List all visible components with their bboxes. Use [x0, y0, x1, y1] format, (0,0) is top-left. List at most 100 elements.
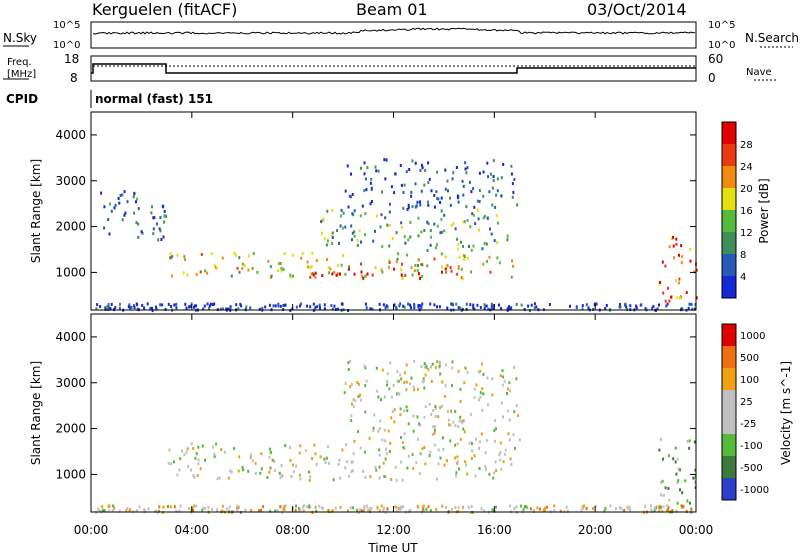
velocity-cell — [323, 457, 326, 461]
power-cell — [387, 265, 390, 269]
power-cell — [441, 230, 443, 234]
velocity-cell — [432, 425, 435, 429]
power-cell — [418, 274, 421, 278]
velocity-cell — [407, 454, 410, 458]
power-cell — [370, 177, 373, 181]
time-axis: 00:00 04:00 08:00 12:00 16:00 20:00 00:00 — [74, 112, 713, 537]
power-cell — [443, 229, 446, 233]
velocity-cell — [197, 445, 200, 449]
power-cell — [258, 307, 261, 311]
power-cell — [141, 231, 144, 235]
velocity-cell — [431, 362, 434, 366]
power-cell — [454, 227, 457, 231]
power-cell — [171, 254, 174, 258]
power-cell — [483, 307, 486, 311]
velocity-cell — [204, 506, 207, 510]
velocity-cell — [350, 469, 353, 473]
power-cell — [353, 209, 356, 213]
power-cell — [457, 267, 460, 270]
power-cell — [247, 268, 250, 272]
power-cell — [350, 172, 352, 176]
power-cell — [151, 309, 154, 313]
power-cell — [364, 177, 367, 181]
velocity-cell — [313, 443, 316, 447]
power-cell — [159, 216, 162, 220]
velocity-cell — [155, 509, 158, 513]
power-cell — [362, 276, 365, 280]
power-cell — [135, 221, 138, 225]
power-colorbar-tick: 24 — [740, 162, 753, 173]
velocity-cell — [194, 456, 197, 460]
power-ylabel: Slant Range [km] — [29, 159, 43, 263]
velocity-cell — [241, 465, 244, 469]
power-background — [91, 112, 696, 310]
power-cell — [282, 267, 285, 271]
velocity-cell — [126, 507, 129, 511]
power-cell — [668, 299, 671, 303]
power-cell — [402, 206, 405, 210]
power-cell — [344, 225, 347, 229]
velocity-cell — [283, 507, 286, 511]
power-cell — [414, 182, 417, 186]
power-cell — [108, 232, 111, 236]
velocity-cell — [374, 465, 377, 469]
power-cell — [664, 299, 667, 303]
velocity-cell — [434, 425, 437, 429]
velocity-cell — [113, 506, 116, 510]
power-cell — [123, 190, 126, 194]
velocity-cell — [543, 506, 546, 510]
velocity-cell — [309, 475, 312, 479]
power-cell — [430, 235, 433, 239]
power-cell — [487, 175, 490, 179]
power-cell — [500, 306, 503, 310]
power-cell — [403, 305, 406, 309]
power-cell — [433, 194, 436, 197]
velocity-cell — [362, 509, 365, 513]
power-cell — [587, 306, 590, 310]
power-cell — [417, 234, 420, 238]
velocity-cell — [420, 364, 423, 368]
power-cell — [413, 304, 416, 307]
velocity-cell — [278, 471, 281, 475]
power-cell — [465, 302, 468, 306]
power-cell — [457, 200, 460, 204]
power-cell — [466, 256, 469, 260]
velocity-cell — [464, 460, 467, 464]
velocity-cell — [344, 466, 347, 470]
velocity-cell — [416, 387, 419, 391]
power-cell — [314, 305, 317, 309]
velocity-ytick-label: 1000 — [55, 467, 86, 481]
velocity-colorbar-segment — [722, 390, 736, 412]
power-cell — [374, 229, 376, 233]
velocity-cell — [428, 403, 431, 406]
velocity-cell — [324, 461, 327, 464]
power-cell — [421, 166, 424, 170]
power-cell — [492, 159, 495, 163]
velocity-cell — [394, 505, 397, 509]
power-cell — [347, 205, 350, 209]
power-cell — [136, 197, 139, 201]
velocity-cell — [539, 507, 541, 511]
power-cell — [204, 269, 207, 273]
power-cell — [247, 254, 250, 258]
power-cell — [398, 304, 401, 308]
velocity-cell — [102, 508, 104, 512]
velocity-cell — [369, 475, 372, 478]
velocity-cell — [486, 439, 489, 443]
velocity-cell — [345, 443, 348, 447]
velocity-cell — [391, 410, 394, 414]
velocity-cell — [262, 505, 265, 509]
velocity-cell — [383, 395, 386, 399]
power-cell — [382, 303, 385, 307]
velocity-cell — [491, 377, 494, 381]
power-cell — [133, 304, 135, 308]
velocity-cell — [386, 380, 389, 383]
power-cell — [467, 244, 470, 248]
velocity-cell — [443, 463, 446, 467]
velocity-cell — [629, 508, 632, 512]
velocity-cell — [475, 383, 478, 387]
power-cell — [466, 166, 469, 170]
velocity-colorbar-segment — [722, 478, 736, 500]
velocity-cell — [479, 391, 482, 395]
x-tick-label: 20:00 — [578, 523, 613, 537]
